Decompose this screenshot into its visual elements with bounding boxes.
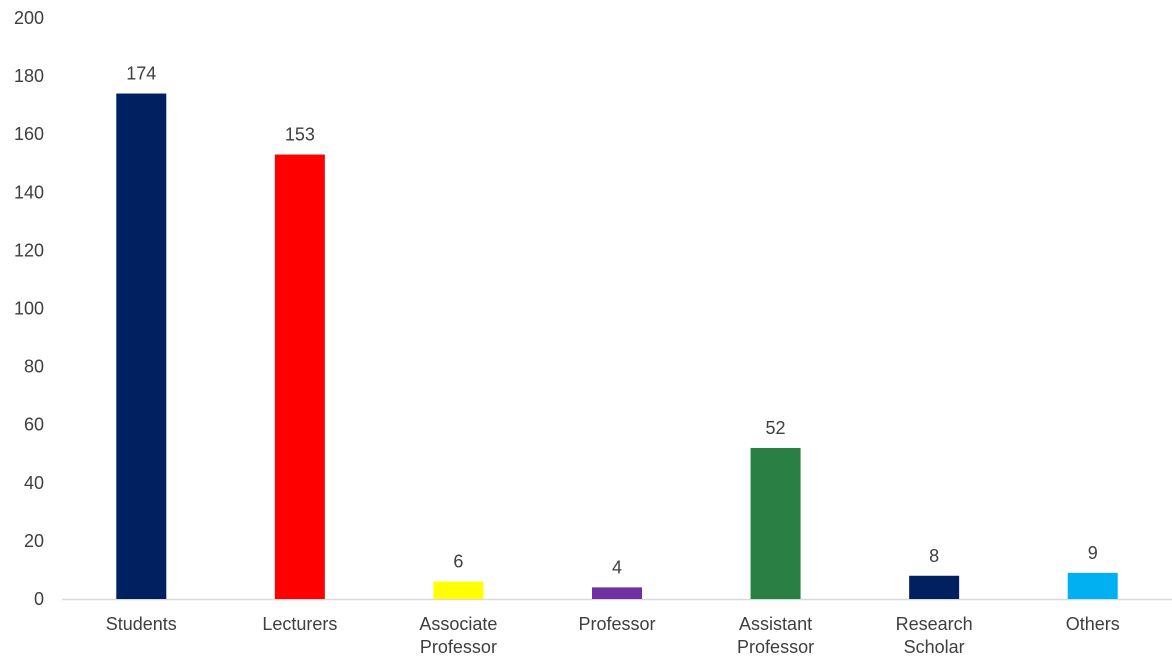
x-category-label-line: Research (896, 614, 973, 634)
x-axis-labels: Students Lecturers Associate Professor Profe… (106, 614, 1120, 657)
bar (592, 587, 642, 599)
y-tick-label: 20 (24, 531, 44, 551)
y-axis-ticks: 0 20 40 60 80 100 120 140 160 180 200 (14, 8, 44, 609)
bar (433, 581, 484, 599)
bar (909, 575, 960, 599)
x-category-label: Students (106, 614, 177, 634)
bar (116, 93, 167, 599)
bar-value-label: 174 (126, 64, 156, 84)
x-category-label: Others (1066, 614, 1120, 634)
x-category-label-line: Professor (737, 637, 814, 657)
y-tick-label: 40 (24, 473, 44, 493)
x-category-label: Research Scholar (896, 614, 973, 657)
x-category-label-line: Professor (578, 614, 655, 634)
bar-value-label: 9 (1088, 543, 1098, 563)
y-tick-label: 180 (14, 66, 44, 86)
x-category-label-line: Professor (420, 637, 497, 657)
y-tick-label: 80 (24, 357, 44, 377)
bar-value-label: 153 (285, 125, 315, 145)
x-category-label-line: Others (1066, 614, 1120, 634)
bar-value-label: 52 (766, 418, 786, 438)
x-category-label-line: Associate (419, 614, 497, 634)
bars-group (116, 93, 1118, 599)
y-tick-label: 200 (14, 8, 44, 28)
y-tick-label: 140 (14, 182, 44, 202)
y-tick-label: 0 (34, 589, 44, 609)
y-tick-label: 160 (14, 124, 44, 144)
y-tick-label: 60 (24, 415, 44, 435)
y-tick-label: 120 (14, 240, 44, 260)
x-category-label: Associate Professor (419, 614, 497, 657)
bar-value-label: 8 (929, 546, 939, 566)
x-category-label: Lecturers (262, 614, 337, 634)
x-category-label-line: Lecturers (262, 614, 337, 634)
y-tick-label: 100 (14, 299, 44, 319)
x-category-label-line: Assistant (739, 614, 812, 634)
x-category-label-line: Students (106, 614, 177, 634)
bar (750, 447, 801, 599)
bar-value-label: 6 (453, 552, 463, 572)
x-category-label: Assistant Professor (737, 614, 814, 657)
x-category-label-line: Scholar (904, 637, 965, 657)
bar (274, 154, 325, 599)
data-labels-group: 174 153 6 4 52 8 9 (126, 64, 1097, 578)
x-category-label: Professor (578, 614, 655, 634)
bar-value-label: 4 (612, 557, 622, 577)
bar (1067, 572, 1118, 599)
